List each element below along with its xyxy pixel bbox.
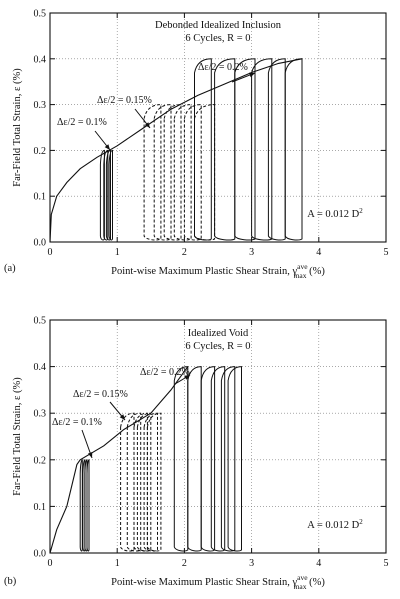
x-tick-label: 0 (48, 247, 53, 258)
hysteresis-loop-dashed (120, 412, 135, 552)
hysteresis-loop (108, 149, 113, 241)
y-tick-label: 0.5 (34, 316, 47, 327)
x-tick-label: 1 (115, 558, 120, 569)
chart-panel-a: 0 1 2 3 4 5 0.0 0.1 0.2 0.3 0.4 0.5 Debonded Idealiz… (4, 9, 389, 281)
hysteresis-loop (173, 366, 189, 552)
hysteresis-loop-dashed (146, 412, 162, 552)
x-axis-label-unit: (%) (307, 577, 326, 588)
plot-frame (49, 319, 387, 554)
panel-label: (b) (4, 576, 17, 587)
x-axis-label-main: Point-wise Maximum Plastic Shear Strain,… (111, 577, 297, 588)
y-tick-label: 0.2 (34, 455, 47, 466)
chart-panel-b: 0 1 2 3 4 5 0.0 0.1 0.2 0.3 0.4 0.5 Idealized Void 6 … (4, 316, 389, 592)
strain-amplitude-annotation: Δε/2 = 0.15% (97, 95, 152, 106)
y-tick-label: 0.4 (34, 54, 47, 65)
plot-frame (49, 12, 387, 243)
chart-title-line: Idealized Void (188, 328, 249, 339)
y-tick-label: 0.3 (34, 409, 47, 420)
y-tick-label: 0.4 (34, 362, 47, 373)
area-note-text: A = 0.012 D (307, 209, 359, 220)
strain-amplitude-annotation: Δε/2 = 0.2% (198, 62, 248, 73)
annotation-arrowhead (249, 72, 255, 78)
x-axis-label-sup: ave (297, 573, 308, 582)
annotation-arrowhead (87, 452, 93, 458)
x-tick-label: 3 (249, 558, 254, 569)
y-tick-label: 0.5 (34, 9, 47, 20)
x-tick-label: 5 (384, 558, 389, 569)
strain-amplitude-annotation: Δε/2 = 0.1% (52, 417, 102, 428)
y-tick-label: 0.0 (34, 238, 47, 249)
hysteresis-loop (227, 366, 242, 552)
chart-title-line: 6 Cycles, R = 0 (185, 33, 250, 44)
hysteresis-loop (187, 366, 202, 552)
annotation-arrowhead (144, 122, 150, 128)
hysteresis-loop (220, 366, 236, 552)
x-axis-label-sub: max (294, 582, 307, 591)
x-axis-label-main: Point-wise Maximum Plastic Shear Strain,… (111, 266, 297, 277)
y-tick-label: 0.2 (34, 146, 47, 157)
annotation-arrowhead (184, 375, 190, 380)
hysteresis-loop (214, 58, 236, 241)
x-tick-label: 3 (249, 247, 254, 258)
hysteresis-loop-dashed (183, 104, 202, 241)
y-tick-label: 0.3 (34, 100, 47, 111)
curves (50, 58, 303, 242)
area-note: A = 0.012 D2 (307, 518, 363, 531)
hysteresis-loop-dashed (163, 104, 182, 241)
x-tick-label: 2 (182, 247, 187, 258)
area-note: A = 0.012 D2 (307, 207, 363, 220)
curves (50, 366, 242, 553)
x-axis-label-sup: ave (297, 262, 308, 271)
area-note-superscript: 2 (359, 207, 363, 215)
chart-title-line: Debonded Idealized Inclusion (155, 20, 282, 31)
x-tick-label: 4 (316, 247, 321, 258)
annotation-arrowhead (119, 414, 125, 420)
area-note-superscript: 2 (359, 518, 363, 526)
y-axis-label: Far-Field Total Strain, ε (%) (12, 68, 23, 187)
y-axis-label: Far-Field Total Strain, ε (%) (12, 377, 23, 496)
hysteresis-loop (105, 149, 111, 241)
strain-amplitude-annotation: Δε/2 = 0.15% (73, 389, 128, 400)
hysteresis-loop-dashed (194, 104, 216, 241)
x-axis-label: Point-wise Maximum Plastic Shear Strain,… (111, 573, 325, 591)
y-tick-label: 0.1 (34, 502, 47, 513)
hysteresis-loop-dashed (173, 104, 192, 241)
area-note-text: A = 0.012 D (307, 520, 359, 531)
hysteresis-loop-dashed (153, 104, 172, 241)
strain-amplitude-annotation: Δε/2 = 0.2% (140, 367, 190, 378)
x-tick-label: 4 (316, 558, 321, 569)
y-tick-label: 0.0 (34, 549, 47, 560)
hysteresis-loop (267, 58, 286, 241)
y-tick-label: 0.1 (34, 192, 47, 203)
x-tick-label: 5 (384, 247, 389, 258)
x-tick-label: 0 (48, 558, 53, 569)
panel-label: (a) (4, 263, 16, 274)
hysteresis-loop (200, 366, 216, 552)
envelope-curve (50, 58, 303, 242)
hysteresis-loop (79, 459, 83, 552)
x-tick-label: 1 (115, 247, 120, 258)
hysteresis-loop (284, 58, 303, 241)
strain-amplitude-annotation: Δε/2 = 0.1% (57, 117, 107, 128)
chart-title-line: 6 Cycles, R = 0 (185, 341, 250, 352)
hysteresis-loop-dashed (136, 412, 152, 552)
hysteresis-loop-dashed (133, 412, 148, 552)
hysteresis-loop (210, 366, 226, 552)
annotation-arrowhead (104, 144, 110, 150)
x-axis-label: Point-wise Maximum Plastic Shear Strain,… (111, 262, 325, 280)
x-axis-label-unit: (%) (307, 266, 326, 277)
hysteresis-loop-dashed (143, 412, 158, 552)
x-tick-label: 2 (182, 558, 187, 569)
x-axis-label-sub: max (294, 271, 307, 280)
hysteresis-loop-dashed (126, 412, 142, 552)
hysteresis-loop (194, 58, 212, 241)
hysteresis-loop (86, 459, 90, 552)
